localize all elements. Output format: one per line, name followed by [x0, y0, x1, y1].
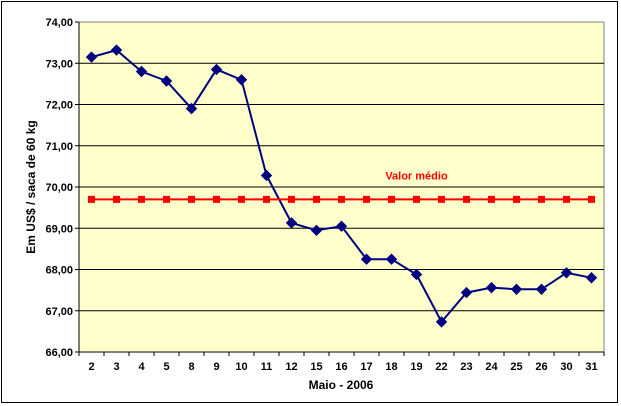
data-point: [335, 220, 348, 232]
data-point: [410, 268, 423, 281]
data-point: [360, 253, 373, 265]
y-axis-title: Em US$ / saca de 60 kg: [24, 120, 38, 253]
data-point: [460, 286, 473, 299]
x-tick-label: 4: [138, 361, 145, 373]
data-point: [85, 51, 98, 63]
data-point: [310, 224, 323, 237]
y-tick-label: 70,00: [45, 182, 73, 194]
x-tick-label: 18: [385, 361, 397, 373]
x-tick-label: 17: [360, 361, 372, 373]
y-tick-label: 73,00: [45, 58, 73, 70]
data-point: [588, 195, 595, 203]
data-point: [263, 195, 270, 203]
data-point: [538, 195, 545, 203]
data-point: [510, 283, 523, 296]
x-tick-label: 30: [560, 361, 572, 373]
data-point: [585, 272, 598, 284]
x-tick-label: 16: [335, 361, 347, 373]
data-point: [188, 195, 195, 203]
y-tick-label: 66,00: [45, 347, 73, 359]
x-tick-label: 24: [485, 361, 498, 373]
data-point: [485, 281, 498, 294]
data-point: [313, 195, 320, 203]
data-point: [438, 195, 445, 203]
data-point: [560, 267, 573, 279]
x-tick-label: 9: [213, 361, 219, 373]
data-point: [463, 195, 470, 203]
y-tick-label: 68,00: [45, 265, 73, 277]
data-point: [260, 169, 273, 182]
data-point: [338, 195, 345, 203]
data-point: [138, 195, 145, 203]
y-tick-label: 67,00: [45, 306, 73, 318]
x-tick-label: 3: [113, 361, 119, 373]
data-point: [135, 65, 148, 78]
y-tick-label: 69,00: [45, 223, 73, 235]
series-layer: [85, 44, 598, 328]
x-tick-label: 19: [410, 361, 422, 373]
y-tick-label: 74,00: [45, 17, 73, 29]
data-point: [185, 102, 198, 115]
annotation-valor-medio: Valor médio: [385, 170, 448, 182]
x-tick-label: 22: [435, 361, 447, 373]
data-point: [210, 63, 223, 76]
data-point: [535, 283, 548, 296]
x-axis-title: Maio - 2006: [309, 378, 374, 392]
data-point: [163, 195, 170, 203]
x-tick-label: 12: [285, 361, 297, 373]
data-point: [88, 195, 95, 203]
series-2: [88, 195, 595, 203]
x-tick-label: 23: [460, 361, 472, 373]
data-point: [110, 44, 123, 56]
x-axis-ticks: 2 3 4 5 8 9 10 11 12 15 16 17 18 19 22 23 24 25 26 30 31: [78, 22, 605, 373]
y-tick-label: 72,00: [45, 100, 73, 112]
data-point: [235, 74, 248, 86]
x-tick-label: 2: [88, 361, 94, 373]
x-tick-label: 31: [585, 361, 597, 373]
data-point: [435, 316, 448, 328]
x-tick-label: 8: [188, 361, 194, 373]
data-point: [385, 253, 398, 265]
data-point: [213, 195, 220, 203]
data-point: [413, 195, 420, 203]
data-point: [160, 75, 173, 87]
data-point: [488, 195, 495, 203]
data-point: [513, 195, 520, 203]
x-tick-label: 15: [310, 361, 322, 373]
y-axis-ticks: 66,00 67,00 68,00 69,00 70,00 71,00 72,00 73,00…: [45, 17, 79, 359]
x-tick-label: 11: [261, 361, 273, 373]
data-point: [363, 195, 370, 203]
y-tick-label: 71,00: [45, 141, 73, 153]
data-point: [113, 195, 120, 203]
x-tick-label: 5: [163, 361, 169, 373]
x-tick-label: 26: [535, 361, 547, 373]
series-1: [85, 44, 598, 328]
data-point: [288, 195, 295, 203]
data-point: [238, 195, 245, 203]
x-tick-label: 10: [235, 361, 247, 373]
data-point: [388, 195, 395, 203]
x-tick-label: 25: [510, 361, 522, 373]
data-point: [285, 217, 298, 229]
data-point: [563, 195, 570, 203]
